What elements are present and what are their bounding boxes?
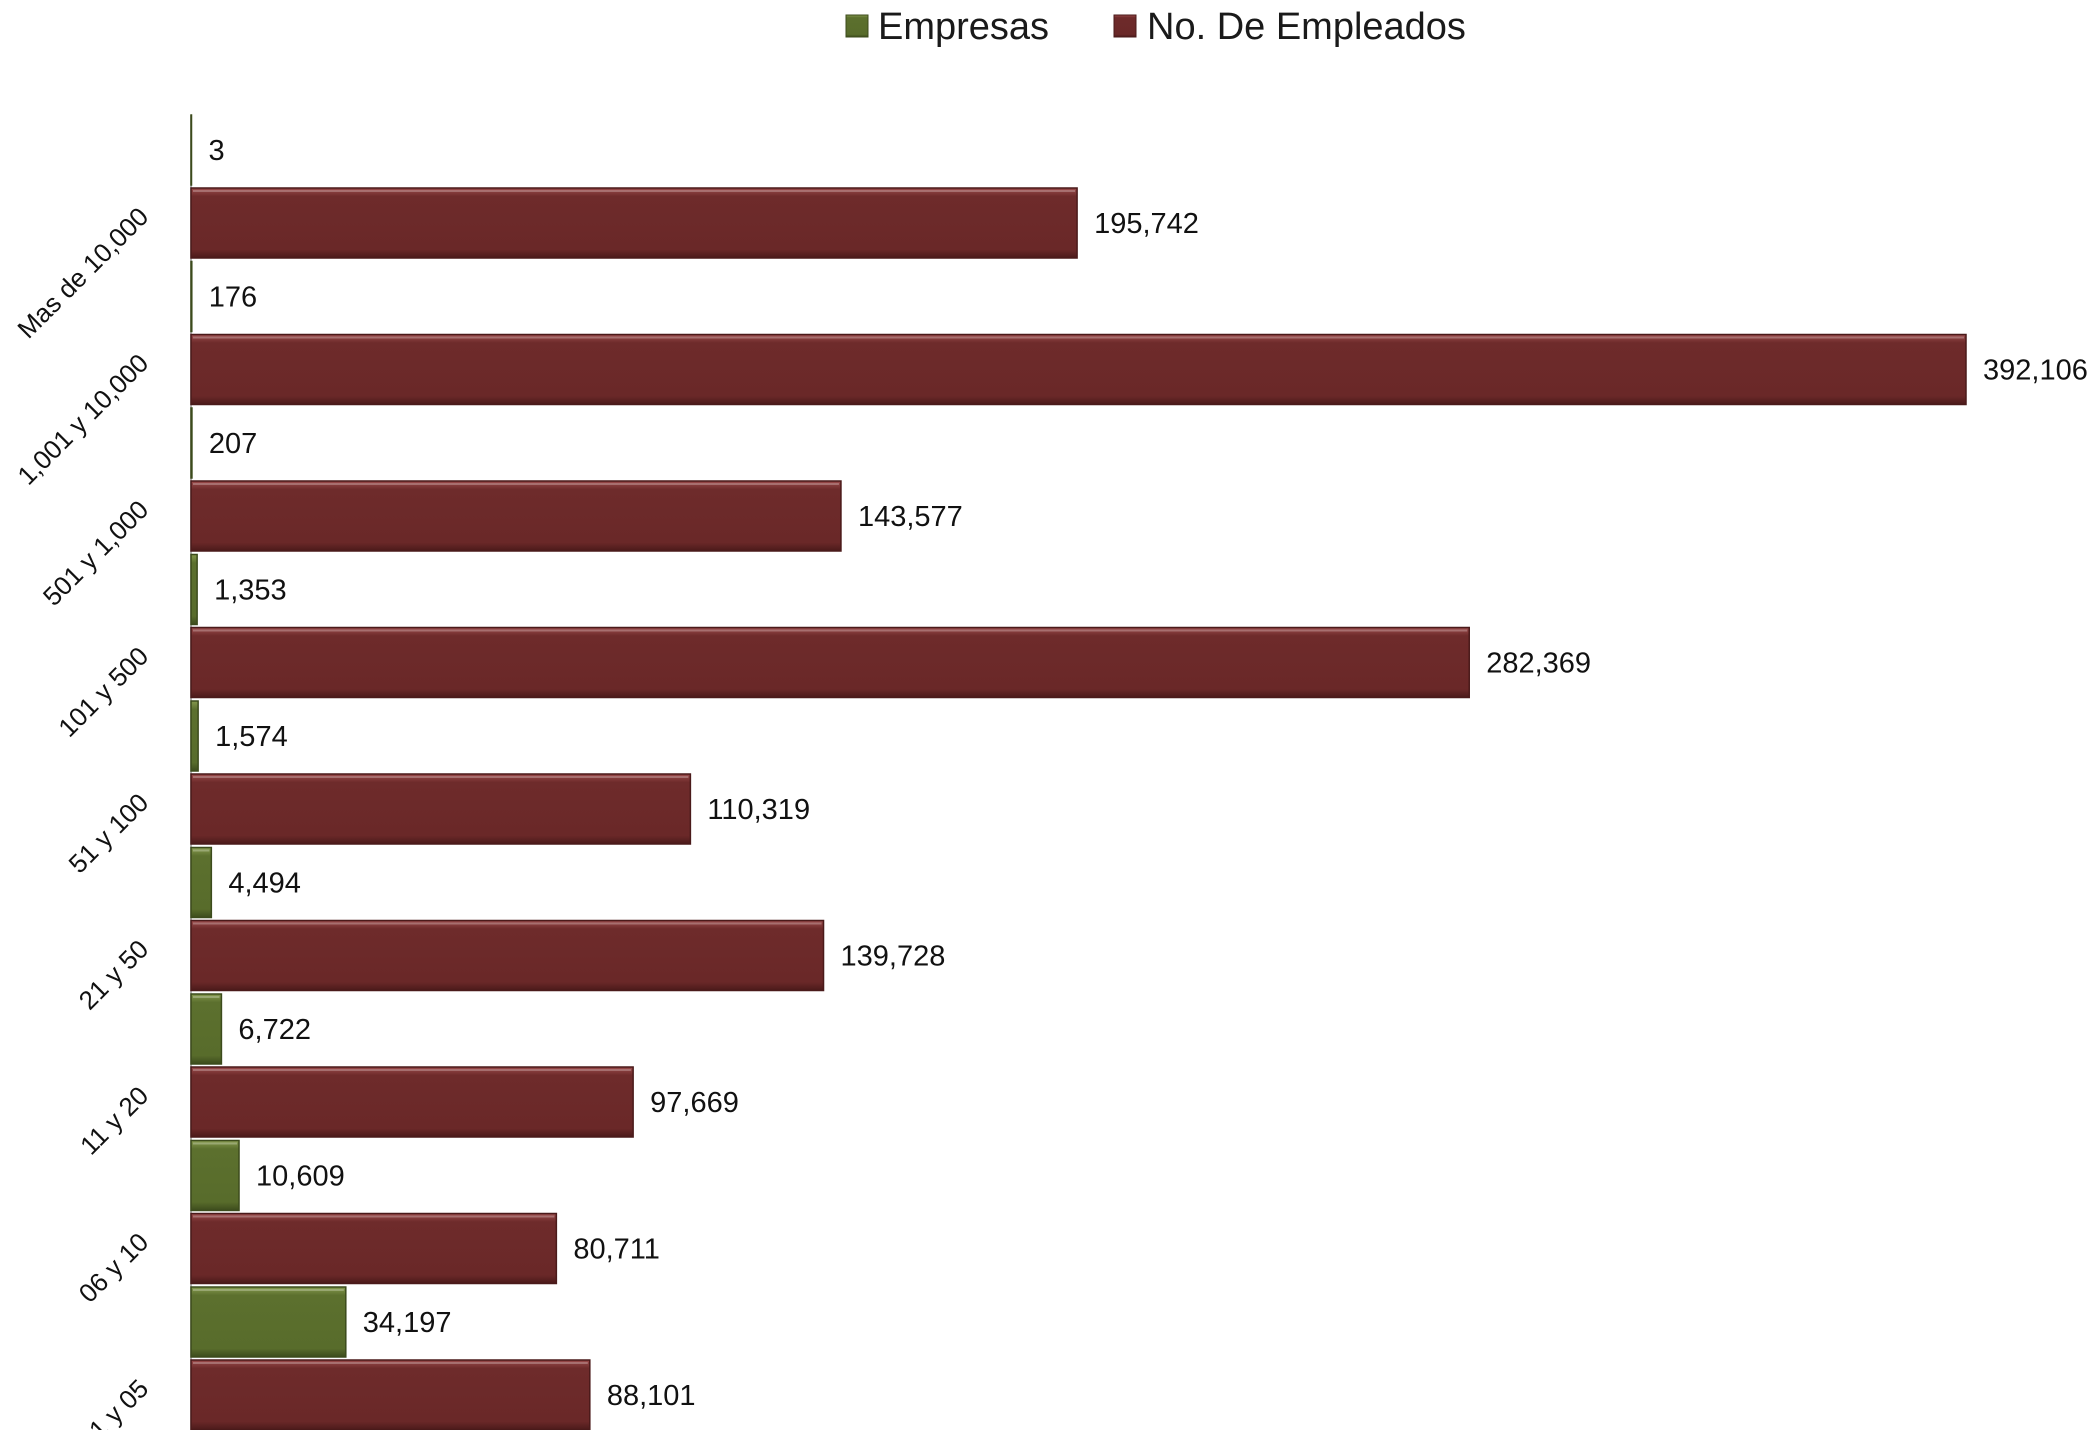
category-label: 1,001 y 10,000	[11, 348, 154, 491]
data-label-empresas: 10,609	[256, 1161, 345, 1193]
category-label: 11 y 20	[74, 1080, 154, 1160]
bar-empresas	[190, 260, 193, 333]
data-label-empleados: 97,669	[650, 1087, 739, 1119]
bar-empleados	[190, 480, 842, 552]
data-label-empleados: 139,728	[841, 941, 946, 973]
data-label-empresas: 3	[209, 135, 225, 167]
category-label: 21 y 50	[73, 934, 155, 1016]
bar-empresas	[190, 1139, 240, 1212]
data-label-empleados: 282,369	[1486, 648, 1591, 680]
bar-empresas	[190, 846, 213, 919]
legend-item-empresas: Empresas	[845, 6, 1049, 48]
data-label-empleados: 392,106	[1983, 355, 2088, 387]
bar-empleados	[190, 1359, 591, 1430]
legend-swatch-empleados	[1113, 14, 1137, 38]
bar-empleados	[190, 1066, 634, 1138]
data-label-empresas: 207	[209, 428, 257, 460]
bar-empleados	[190, 626, 1470, 699]
data-label-empleados: 110,319	[707, 794, 810, 826]
bar-empleados	[190, 773, 692, 845]
bar-empleados	[190, 919, 825, 992]
bar-empleados	[190, 333, 1967, 406]
data-label-empleados: 143,577	[858, 501, 963, 533]
legend-label-empleados: No. De Empleados	[1147, 6, 1466, 48]
data-label-empresas: 1,353	[214, 575, 287, 607]
data-label-empleados: 88,101	[607, 1380, 696, 1412]
category-label: 101 y 500	[52, 641, 154, 743]
data-labels: 3 195,742 176 392,106 207 143,577 1,353 282,369…	[209, 135, 2088, 1412]
category-label: 06 y 10	[73, 1227, 155, 1309]
bar-empresas	[190, 114, 193, 186]
data-label-empleados: 195,742	[1094, 208, 1199, 240]
category-label: 51 y 100	[62, 787, 154, 879]
category-label: Mas de 10,000	[11, 201, 154, 344]
data-label-empresas: 1,574	[215, 721, 288, 753]
legend-swatch-empresas	[845, 14, 869, 38]
bar-empresas	[190, 993, 223, 1065]
bar-empresas	[190, 1286, 347, 1358]
legend: Empresas No. De Empleados	[845, 6, 1466, 48]
bar-empresas	[190, 700, 199, 772]
data-label-empresas: 4,494	[228, 868, 301, 900]
bars	[190, 114, 1967, 1430]
category-label: 01 y 05	[73, 1373, 155, 1430]
bar-empresas	[190, 407, 193, 479]
legend-label-empresas: Empresas	[878, 6, 1049, 48]
data-label-empresas: 176	[209, 282, 257, 314]
data-label-empresas: 34,197	[363, 1307, 452, 1339]
data-label-empresas: 6,722	[238, 1014, 311, 1046]
bar-empleados	[190, 187, 1078, 259]
data-label-empleados: 80,711	[573, 1234, 660, 1266]
bar-empresas	[190, 553, 198, 626]
category-label: 501 y 1,000	[37, 494, 154, 611]
bar-empleados	[190, 1212, 558, 1285]
legend-item-empleados: No. De Empleados	[1113, 6, 1466, 48]
